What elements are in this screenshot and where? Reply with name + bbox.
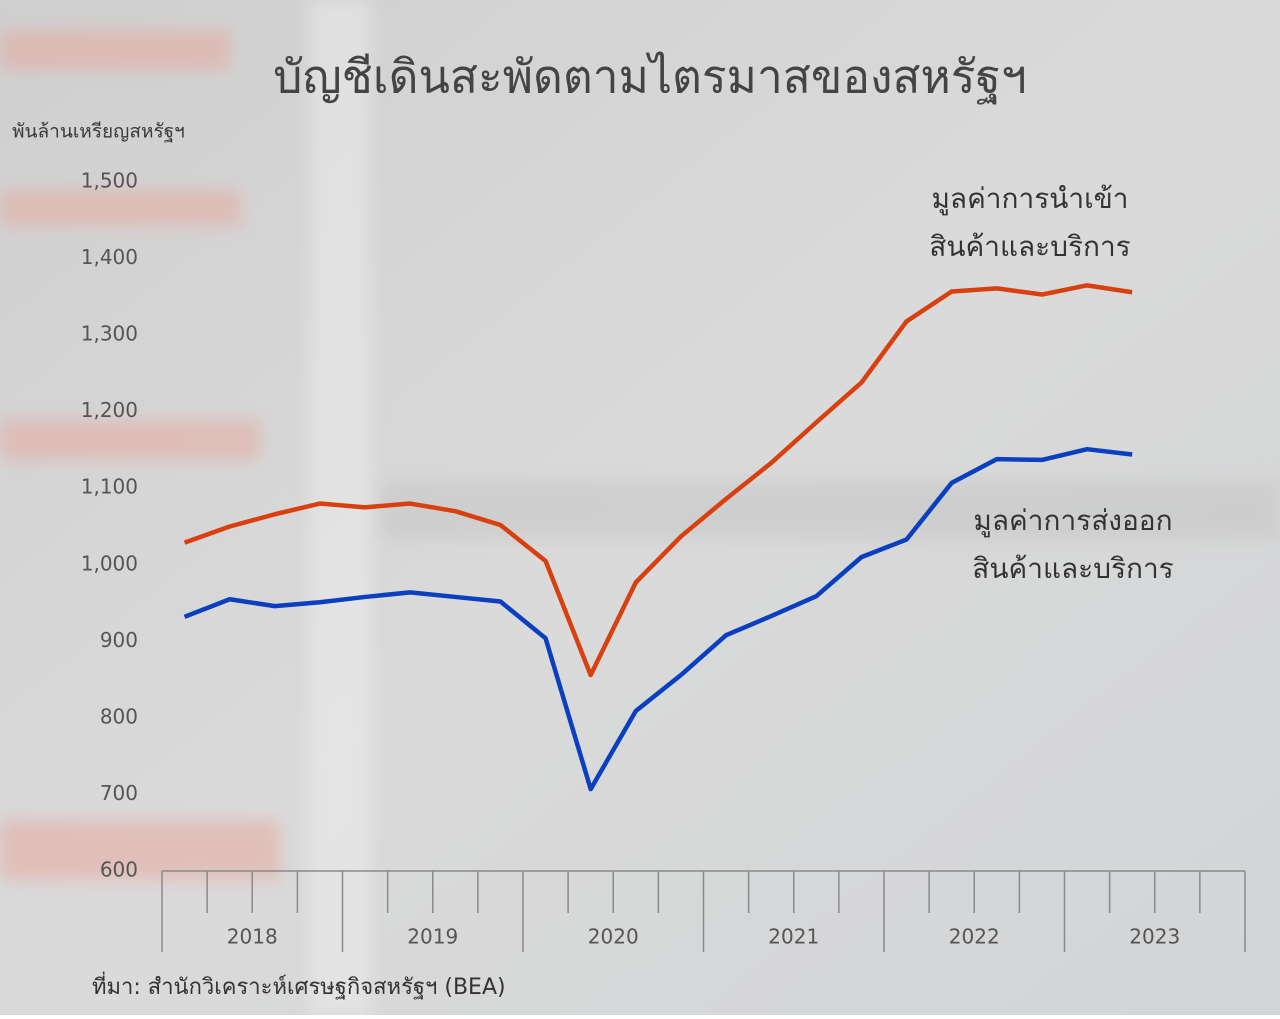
x-tick-label: 2019 [407, 925, 458, 949]
y-tick-label: 1,500 [81, 169, 138, 193]
series-label: มูลค่าการนำเข้าสินค้าและบริการ [929, 182, 1130, 263]
y-axis-label: พันล้านเหรียญสหรัฐฯ [12, 121, 185, 143]
y-tick-label: 1,000 [81, 551, 138, 575]
y-tick-label: 1,400 [81, 245, 138, 269]
y-tick-label: 1,200 [81, 398, 138, 422]
x-tick-label: 2018 [227, 925, 278, 949]
series-label-line: สินค้าและบริการ [972, 552, 1173, 585]
x-tick-label: 2023 [1129, 925, 1180, 949]
y-tick-label: 800 [100, 704, 138, 728]
series-label-line: มูลค่าการส่งออก [973, 504, 1172, 538]
series-label-line: สินค้าและบริการ [929, 230, 1130, 263]
series-label-line: มูลค่าการนำเข้า [931, 182, 1128, 216]
y-tick-label: 1,100 [81, 475, 138, 499]
y-tick-label: 600 [100, 858, 138, 882]
y-tick-label: 700 [100, 781, 138, 805]
source: ที่มา: สำนักวิเคราะห์เศรษฐกิจสหรัฐฯ (BEA… [92, 971, 506, 1000]
series-line [183, 446, 1133, 792]
x-tick-label: 2022 [949, 925, 1000, 949]
x-tick-label: 2021 [768, 925, 819, 949]
chart-title: บัญชีเดินสะพัดตามไตรมาสของสหรัฐฯ [273, 50, 1026, 105]
x-tick-label: 2020 [588, 925, 639, 949]
y-tick-label: 900 [100, 628, 138, 652]
y-tick-label: 1,300 [81, 322, 138, 346]
series-line [183, 283, 1133, 678]
series-label: มูลค่าการส่งออกสินค้าและบริการ [972, 504, 1173, 585]
